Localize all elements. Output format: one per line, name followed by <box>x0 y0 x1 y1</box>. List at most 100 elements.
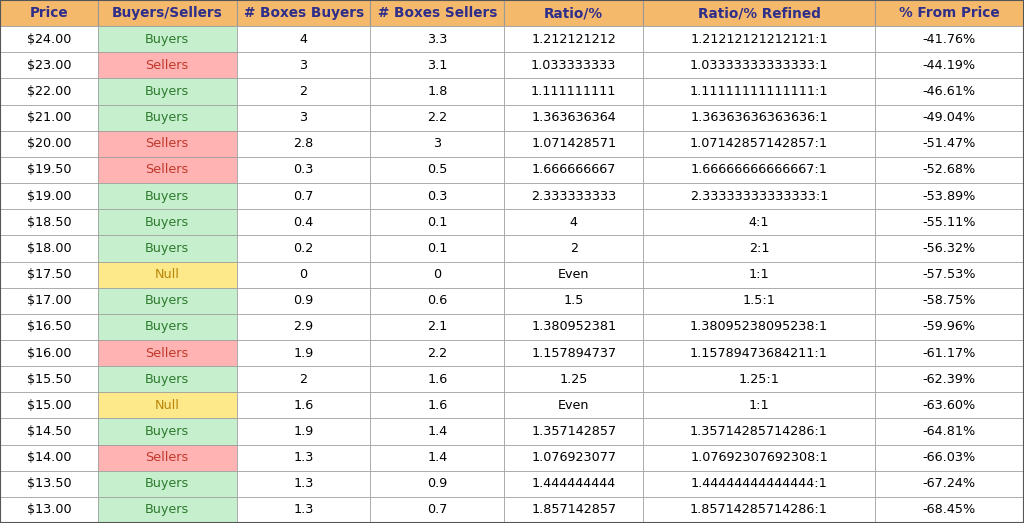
Bar <box>97 105 237 131</box>
Text: 1.6: 1.6 <box>294 399 313 412</box>
Bar <box>371 445 504 471</box>
Text: 2.9: 2.9 <box>294 321 313 333</box>
Text: -55.11%: -55.11% <box>923 216 976 229</box>
Text: $16.50: $16.50 <box>27 321 71 333</box>
Bar <box>504 392 643 418</box>
Bar <box>874 157 1024 183</box>
Bar <box>237 445 371 471</box>
Bar <box>237 288 371 314</box>
Bar <box>643 418 874 445</box>
Bar <box>97 0 237 26</box>
Text: Sellers: Sellers <box>145 59 188 72</box>
Text: 3.3: 3.3 <box>427 33 447 46</box>
Bar <box>371 157 504 183</box>
Text: 1.35714285714286:1: 1.35714285714286:1 <box>690 425 828 438</box>
Bar <box>97 26 237 52</box>
Bar <box>874 445 1024 471</box>
Bar <box>643 471 874 497</box>
Text: -68.45%: -68.45% <box>923 504 976 516</box>
Text: 2.333333333: 2.333333333 <box>531 190 616 202</box>
Bar <box>504 209 643 235</box>
Text: $17.00: $17.00 <box>27 294 72 307</box>
Bar <box>874 209 1024 235</box>
Text: 0.1: 0.1 <box>427 242 447 255</box>
Text: 2: 2 <box>300 85 307 98</box>
Text: 2:1: 2:1 <box>749 242 769 255</box>
Text: 1.6: 1.6 <box>427 373 447 385</box>
Bar <box>97 471 237 497</box>
Text: Buyers: Buyers <box>145 477 189 490</box>
Bar <box>0 497 97 523</box>
Text: Sellers: Sellers <box>145 164 188 176</box>
Text: 1.444444444: 1.444444444 <box>531 477 615 490</box>
Text: Buyers/Sellers: Buyers/Sellers <box>112 6 222 20</box>
Bar <box>504 445 643 471</box>
Text: -58.75%: -58.75% <box>923 294 976 307</box>
Bar <box>0 0 97 26</box>
Bar <box>0 52 97 78</box>
Text: -59.96%: -59.96% <box>923 321 976 333</box>
Bar <box>643 392 874 418</box>
Bar <box>237 105 371 131</box>
Bar <box>643 78 874 105</box>
Text: 1.111111111: 1.111111111 <box>531 85 616 98</box>
Text: Sellers: Sellers <box>145 451 188 464</box>
Bar <box>643 366 874 392</box>
Text: 0.1: 0.1 <box>427 216 447 229</box>
Bar <box>0 471 97 497</box>
Text: Buyers: Buyers <box>145 504 189 516</box>
Bar <box>643 105 874 131</box>
Bar <box>97 314 237 340</box>
Bar <box>0 26 97 52</box>
Text: 1.36363636363636:1: 1.36363636363636:1 <box>690 111 827 124</box>
Bar <box>237 52 371 78</box>
Bar <box>643 131 874 157</box>
Bar <box>371 78 504 105</box>
Text: 1.11111111111111:1: 1.11111111111111:1 <box>690 85 828 98</box>
Bar <box>0 235 97 262</box>
Bar <box>0 78 97 105</box>
Bar <box>97 366 237 392</box>
Bar <box>874 131 1024 157</box>
Text: $15.50: $15.50 <box>27 373 72 385</box>
Bar <box>643 157 874 183</box>
Bar <box>504 418 643 445</box>
Bar <box>874 78 1024 105</box>
Bar <box>874 0 1024 26</box>
Bar <box>371 314 504 340</box>
Text: 1.07692307692308:1: 1.07692307692308:1 <box>690 451 827 464</box>
Text: $14.50: $14.50 <box>27 425 71 438</box>
Text: $18.00: $18.00 <box>27 242 72 255</box>
Bar <box>97 131 237 157</box>
Text: Buyers: Buyers <box>145 111 189 124</box>
Text: -64.81%: -64.81% <box>923 425 976 438</box>
Bar <box>0 157 97 183</box>
Text: 1.6: 1.6 <box>427 399 447 412</box>
Text: 0.4: 0.4 <box>294 216 313 229</box>
Bar <box>0 262 97 288</box>
Bar <box>504 366 643 392</box>
Text: 4: 4 <box>569 216 578 229</box>
Text: % From Price: % From Price <box>899 6 999 20</box>
Bar <box>504 314 643 340</box>
Text: 1.3: 1.3 <box>294 477 313 490</box>
Bar <box>97 183 237 209</box>
Bar <box>97 497 237 523</box>
Bar <box>874 235 1024 262</box>
Text: -62.39%: -62.39% <box>923 373 976 385</box>
Text: 1.21212121212121:1: 1.21212121212121:1 <box>690 33 827 46</box>
Bar <box>504 52 643 78</box>
Text: 2: 2 <box>569 242 578 255</box>
Text: Even: Even <box>558 268 590 281</box>
Text: Null: Null <box>155 399 179 412</box>
Text: Buyers: Buyers <box>145 190 189 202</box>
Bar <box>97 288 237 314</box>
Text: 1.03333333333333:1: 1.03333333333333:1 <box>690 59 828 72</box>
Bar <box>371 183 504 209</box>
Text: 1.212121212: 1.212121212 <box>531 33 616 46</box>
Text: 1.8: 1.8 <box>427 85 447 98</box>
Text: -52.68%: -52.68% <box>923 164 976 176</box>
Text: 1:1: 1:1 <box>749 399 769 412</box>
Text: Buyers: Buyers <box>145 294 189 307</box>
Bar <box>97 418 237 445</box>
